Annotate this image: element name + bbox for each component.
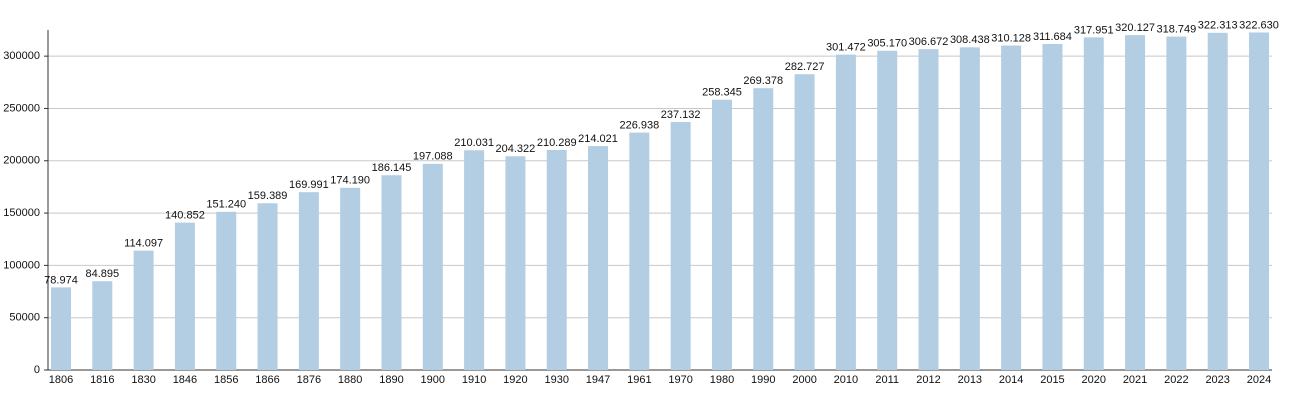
data-label: 84.895 bbox=[85, 268, 119, 280]
bar bbox=[1166, 36, 1187, 370]
data-label: 318.749 bbox=[1156, 23, 1196, 35]
x-tick-label: 1856 bbox=[214, 374, 238, 386]
bar bbox=[670, 121, 691, 370]
data-label: 159.389 bbox=[248, 190, 288, 202]
bar bbox=[51, 287, 71, 370]
bar bbox=[711, 99, 732, 370]
data-label: 308.438 bbox=[950, 34, 990, 46]
bar bbox=[422, 163, 443, 370]
data-label: 174.190 bbox=[330, 175, 370, 187]
bar bbox=[505, 156, 526, 370]
x-tick-label: 1890 bbox=[379, 374, 403, 386]
y-tick-label: 250000 bbox=[3, 102, 40, 114]
data-label: 306.672 bbox=[909, 36, 949, 48]
y-tick-label: 300000 bbox=[3, 50, 40, 62]
y-tick-label: 0 bbox=[34, 364, 40, 376]
bar bbox=[92, 281, 113, 370]
bar bbox=[1001, 45, 1022, 370]
data-label: 186.145 bbox=[372, 162, 412, 174]
x-tick-label: 1947 bbox=[586, 374, 610, 386]
bar bbox=[298, 192, 319, 370]
x-tick-label: 1970 bbox=[668, 374, 692, 386]
bar bbox=[753, 88, 774, 370]
y-tick-label: 100000 bbox=[3, 259, 40, 271]
bar bbox=[959, 47, 980, 370]
x-tick-label: 1846 bbox=[173, 374, 197, 386]
data-label: 322.630 bbox=[1239, 19, 1279, 31]
y-tick-label: 50000 bbox=[9, 312, 40, 324]
data-label: 301.472 bbox=[826, 42, 866, 54]
x-tick-label: 2011 bbox=[875, 374, 899, 386]
data-label: 114.097 bbox=[124, 238, 163, 250]
x-tick-label: 2022 bbox=[1164, 374, 1188, 386]
data-label: 269.378 bbox=[743, 75, 783, 87]
bar bbox=[1125, 35, 1146, 371]
y-tick-label: 150000 bbox=[3, 207, 40, 219]
data-label: 210.289 bbox=[537, 137, 577, 149]
x-tick-label: 1930 bbox=[544, 374, 568, 386]
x-tick-label: 1961 bbox=[627, 374, 651, 386]
x-tick-label: 2013 bbox=[958, 374, 982, 386]
x-tick-label: 2000 bbox=[792, 374, 816, 386]
x-tick-label: 1806 bbox=[49, 374, 73, 386]
x-tick-label: 2021 bbox=[1123, 374, 1147, 386]
x-tick-label: 1900 bbox=[421, 374, 445, 386]
bar bbox=[216, 211, 237, 370]
x-tick-label: 2020 bbox=[1082, 374, 1106, 386]
bar bbox=[340, 187, 361, 370]
data-label: 204.322 bbox=[496, 143, 536, 155]
bar bbox=[918, 49, 939, 370]
bar bbox=[381, 175, 402, 370]
x-tick-label: 1880 bbox=[338, 374, 362, 386]
data-label: 197.088 bbox=[413, 151, 453, 163]
x-tick-label: 1876 bbox=[297, 374, 321, 386]
data-label: 317.951 bbox=[1074, 24, 1114, 36]
bar bbox=[464, 150, 485, 370]
bar bbox=[1249, 32, 1269, 371]
x-tick-label: 2014 bbox=[999, 374, 1023, 386]
data-label: 322.313 bbox=[1198, 20, 1238, 32]
data-label: 311.684 bbox=[1033, 31, 1072, 43]
x-tick-label: 2023 bbox=[1205, 374, 1229, 386]
bar bbox=[794, 74, 815, 370]
x-tick-label: 1866 bbox=[255, 374, 279, 386]
data-label: 258.345 bbox=[702, 87, 742, 99]
x-tick-label: 1910 bbox=[462, 374, 486, 386]
bar bbox=[174, 222, 195, 370]
data-label: 210.031 bbox=[454, 137, 494, 149]
x-tick-label: 1920 bbox=[503, 374, 527, 386]
data-label: 237.132 bbox=[661, 109, 701, 121]
bar bbox=[1083, 37, 1104, 371]
data-label: 140.852 bbox=[165, 210, 205, 222]
bar bbox=[588, 146, 609, 370]
data-label: 305.170 bbox=[867, 38, 907, 50]
data-label: 226.938 bbox=[619, 119, 659, 131]
data-label: 310.128 bbox=[991, 32, 1031, 44]
data-label: 282.727 bbox=[785, 61, 825, 73]
bar bbox=[877, 50, 898, 370]
x-tick-label: 2015 bbox=[1040, 374, 1064, 386]
x-tick-label: 2010 bbox=[834, 374, 858, 386]
data-label: 214.021 bbox=[578, 133, 618, 145]
y-tick-label: 200000 bbox=[3, 155, 40, 167]
x-tick-label: 1980 bbox=[710, 374, 734, 386]
data-label: 169.991 bbox=[289, 179, 329, 191]
x-tick-label: 2012 bbox=[916, 374, 940, 386]
data-label: 151.240 bbox=[206, 199, 246, 211]
bar bbox=[1207, 32, 1228, 371]
bar bbox=[835, 54, 856, 371]
x-tick-label: 2024 bbox=[1247, 374, 1271, 386]
x-tick-label: 1816 bbox=[90, 374, 114, 386]
bar bbox=[629, 132, 650, 370]
bar bbox=[257, 203, 278, 370]
bar bbox=[1042, 43, 1063, 371]
data-label: 78.974 bbox=[44, 274, 78, 286]
x-tick-label: 1830 bbox=[131, 374, 155, 386]
bar bbox=[133, 250, 154, 370]
bar bbox=[546, 150, 567, 370]
data-label: 320.127 bbox=[1115, 22, 1155, 34]
x-tick-label: 1990 bbox=[751, 374, 775, 386]
